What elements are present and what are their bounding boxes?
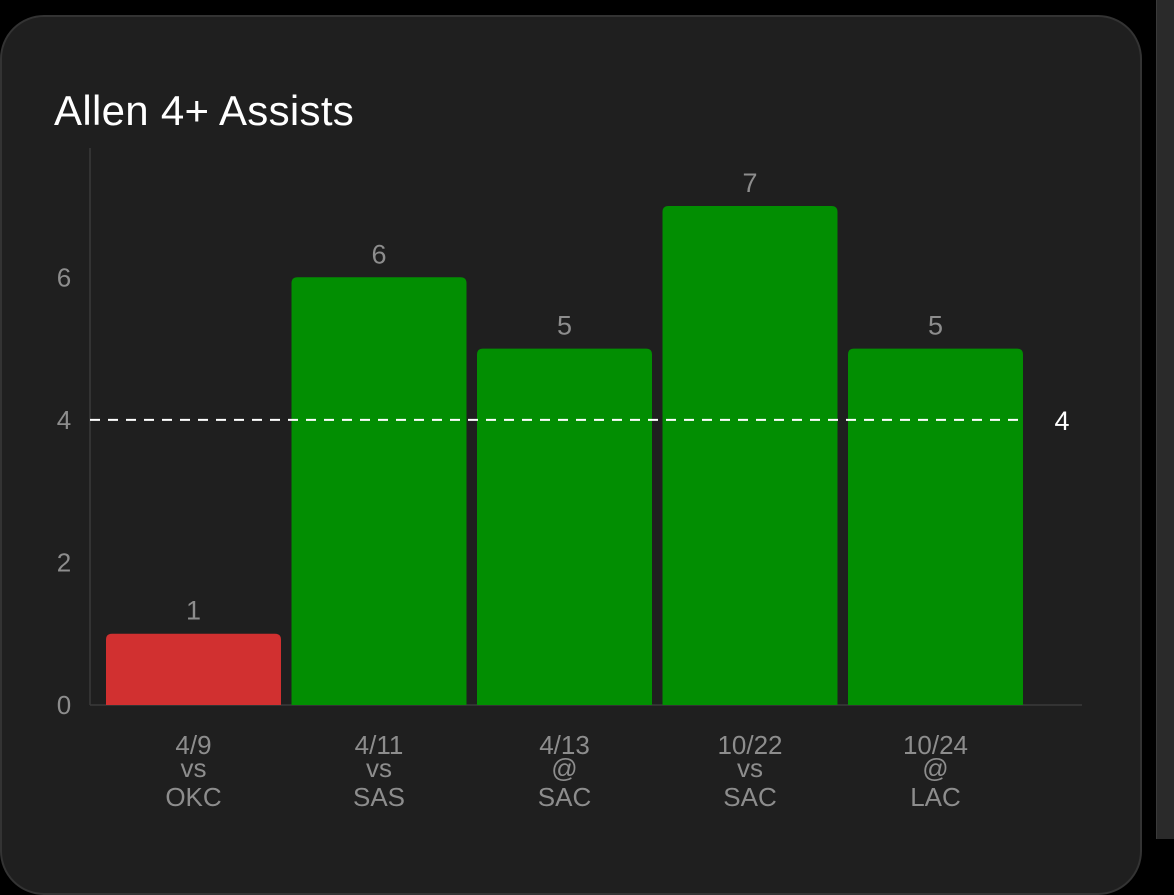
scrollbar[interactable] [1156,0,1174,839]
chart-title: Allen 4+ Assists [54,87,355,134]
x-tick-label: @ [922,753,948,783]
x-tick-label: 10/22 [717,730,782,760]
x-tick-label: vs [366,753,392,783]
x-tick-label: vs [737,753,763,783]
y-tick-label: 6 [57,262,71,292]
x-tick-label: SAS [353,782,405,812]
threshold-label: 4 [1054,406,1069,436]
bar-value-label: 6 [371,239,386,269]
bar [477,348,652,705]
bar-value-label: 7 [742,168,757,198]
x-tick-label: 4/11 [355,730,404,760]
y-tick-label: 0 [57,690,71,720]
x-tick-label: vs [181,753,207,783]
y-tick-label: 4 [57,405,71,435]
x-tick-label: 10/24 [903,730,968,760]
bar [291,277,467,705]
x-tick-label: @ [551,753,577,783]
bar-value-label: 5 [928,311,943,341]
x-tick-label: 4/9 [175,730,211,760]
bar [848,348,1023,705]
x-tick-label: SAC [538,782,591,812]
x-tick-label: LAC [910,782,961,812]
x-tick-label: OKC [165,782,221,812]
y-tick-label: 2 [57,547,71,577]
bar-chart: 024614/9vsOKC64/11vsSAS54/13@SAC710/22vs… [57,148,1082,812]
x-tick-label: SAC [723,782,776,812]
bar-value-label: 5 [557,311,572,341]
bar-value-label: 1 [186,596,201,626]
bar [662,206,838,705]
x-tick-label: 4/13 [539,730,590,760]
bar [106,633,281,705]
